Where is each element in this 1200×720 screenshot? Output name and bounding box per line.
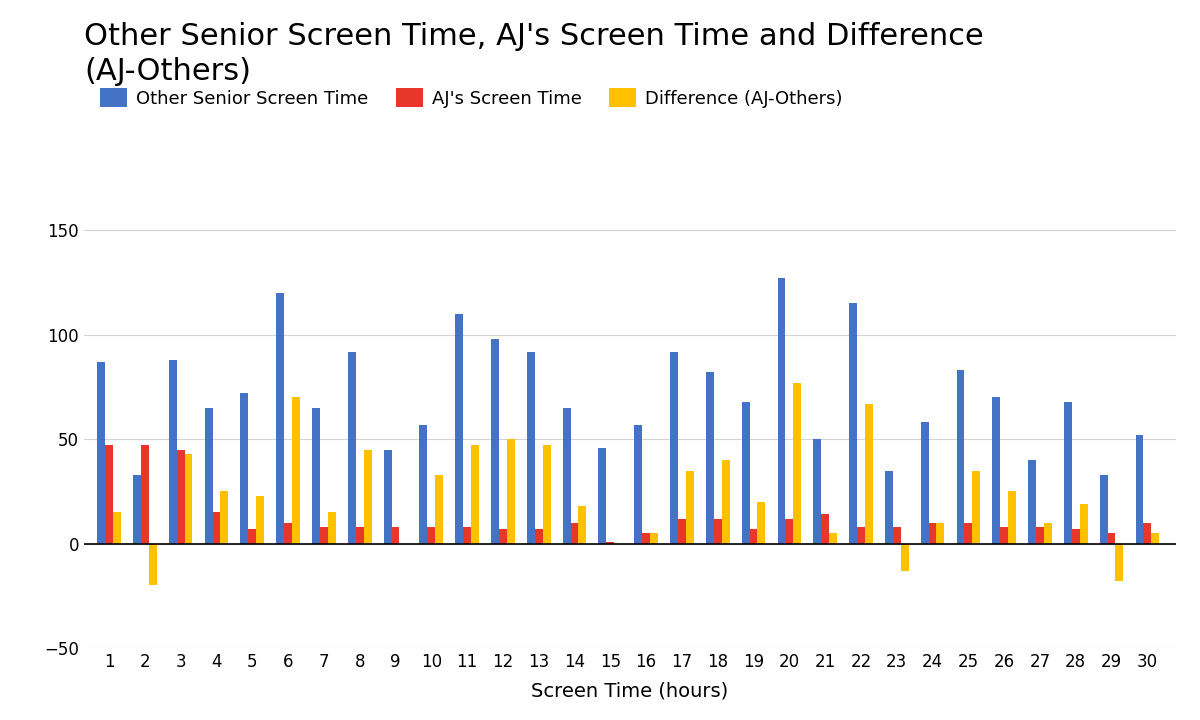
Legend: Other Senior Screen Time, AJ's Screen Time, Difference (AJ-Others): Other Senior Screen Time, AJ's Screen Ti… (94, 81, 850, 114)
Bar (884, 471, 893, 544)
Bar (355, 527, 364, 544)
Bar (113, 513, 121, 544)
Bar (992, 397, 1001, 544)
Bar (535, 529, 542, 544)
Bar (670, 351, 678, 544)
Bar (205, 408, 212, 544)
Bar (686, 471, 694, 544)
Bar (542, 446, 551, 544)
Bar (364, 449, 372, 544)
Bar (599, 448, 606, 544)
Bar (149, 544, 157, 585)
Bar (972, 471, 980, 544)
Bar (176, 449, 185, 544)
Bar (1080, 504, 1087, 544)
Bar (455, 314, 463, 544)
Bar (106, 446, 113, 544)
Bar (221, 492, 228, 544)
Bar (499, 529, 506, 544)
Bar (212, 513, 221, 544)
Bar (563, 408, 570, 544)
Bar (427, 527, 436, 544)
Bar (578, 506, 587, 544)
Bar (312, 408, 320, 544)
Bar (420, 425, 427, 544)
Bar (901, 544, 908, 571)
Bar (706, 372, 714, 544)
Bar (1028, 460, 1036, 544)
Bar (965, 523, 972, 544)
Bar (850, 304, 857, 544)
Bar (140, 446, 149, 544)
Bar (793, 383, 802, 544)
Bar (650, 533, 658, 544)
Bar (814, 439, 821, 544)
Bar (185, 454, 192, 544)
Bar (785, 518, 793, 544)
Bar (606, 541, 614, 544)
Bar (635, 425, 642, 544)
Bar (284, 523, 292, 544)
Bar (1135, 435, 1144, 544)
Bar (1072, 529, 1080, 544)
Bar (1151, 533, 1159, 544)
Bar (757, 502, 766, 544)
Bar (1144, 523, 1151, 544)
Bar (956, 370, 965, 544)
Bar (292, 397, 300, 544)
Bar (1036, 527, 1044, 544)
Bar (472, 446, 479, 544)
X-axis label: Screen Time (hours): Screen Time (hours) (532, 682, 728, 701)
Bar (1001, 527, 1008, 544)
Bar (1116, 544, 1123, 581)
Bar (169, 360, 176, 544)
Bar (678, 518, 686, 544)
Bar (857, 527, 865, 544)
Bar (893, 527, 901, 544)
Bar (240, 393, 248, 544)
Bar (506, 439, 515, 544)
Bar (384, 449, 391, 544)
Bar (491, 339, 499, 544)
Bar (463, 527, 472, 544)
Bar (920, 423, 929, 544)
Bar (527, 351, 535, 544)
Bar (570, 523, 578, 544)
Bar (391, 527, 400, 544)
Bar (1044, 523, 1051, 544)
Bar (276, 293, 284, 544)
Bar (750, 529, 757, 544)
Bar (829, 533, 836, 544)
Bar (1008, 492, 1016, 544)
Bar (1064, 402, 1072, 544)
Bar (1108, 533, 1116, 544)
Bar (929, 523, 936, 544)
Bar (328, 513, 336, 544)
Bar (133, 474, 140, 544)
Bar (348, 351, 355, 544)
Bar (821, 514, 829, 544)
Bar (436, 474, 443, 544)
Bar (642, 533, 650, 544)
Bar (742, 402, 750, 544)
Bar (714, 518, 721, 544)
Bar (248, 529, 257, 544)
Bar (1099, 474, 1108, 544)
Bar (721, 460, 730, 544)
Bar (778, 279, 785, 544)
Bar (936, 523, 944, 544)
Bar (257, 495, 264, 544)
Text: Other Senior Screen Time, AJ's Screen Time and Difference
(AJ-Others): Other Senior Screen Time, AJ's Screen Ti… (84, 22, 984, 86)
Bar (97, 362, 106, 544)
Bar (865, 404, 872, 544)
Bar (320, 527, 328, 544)
